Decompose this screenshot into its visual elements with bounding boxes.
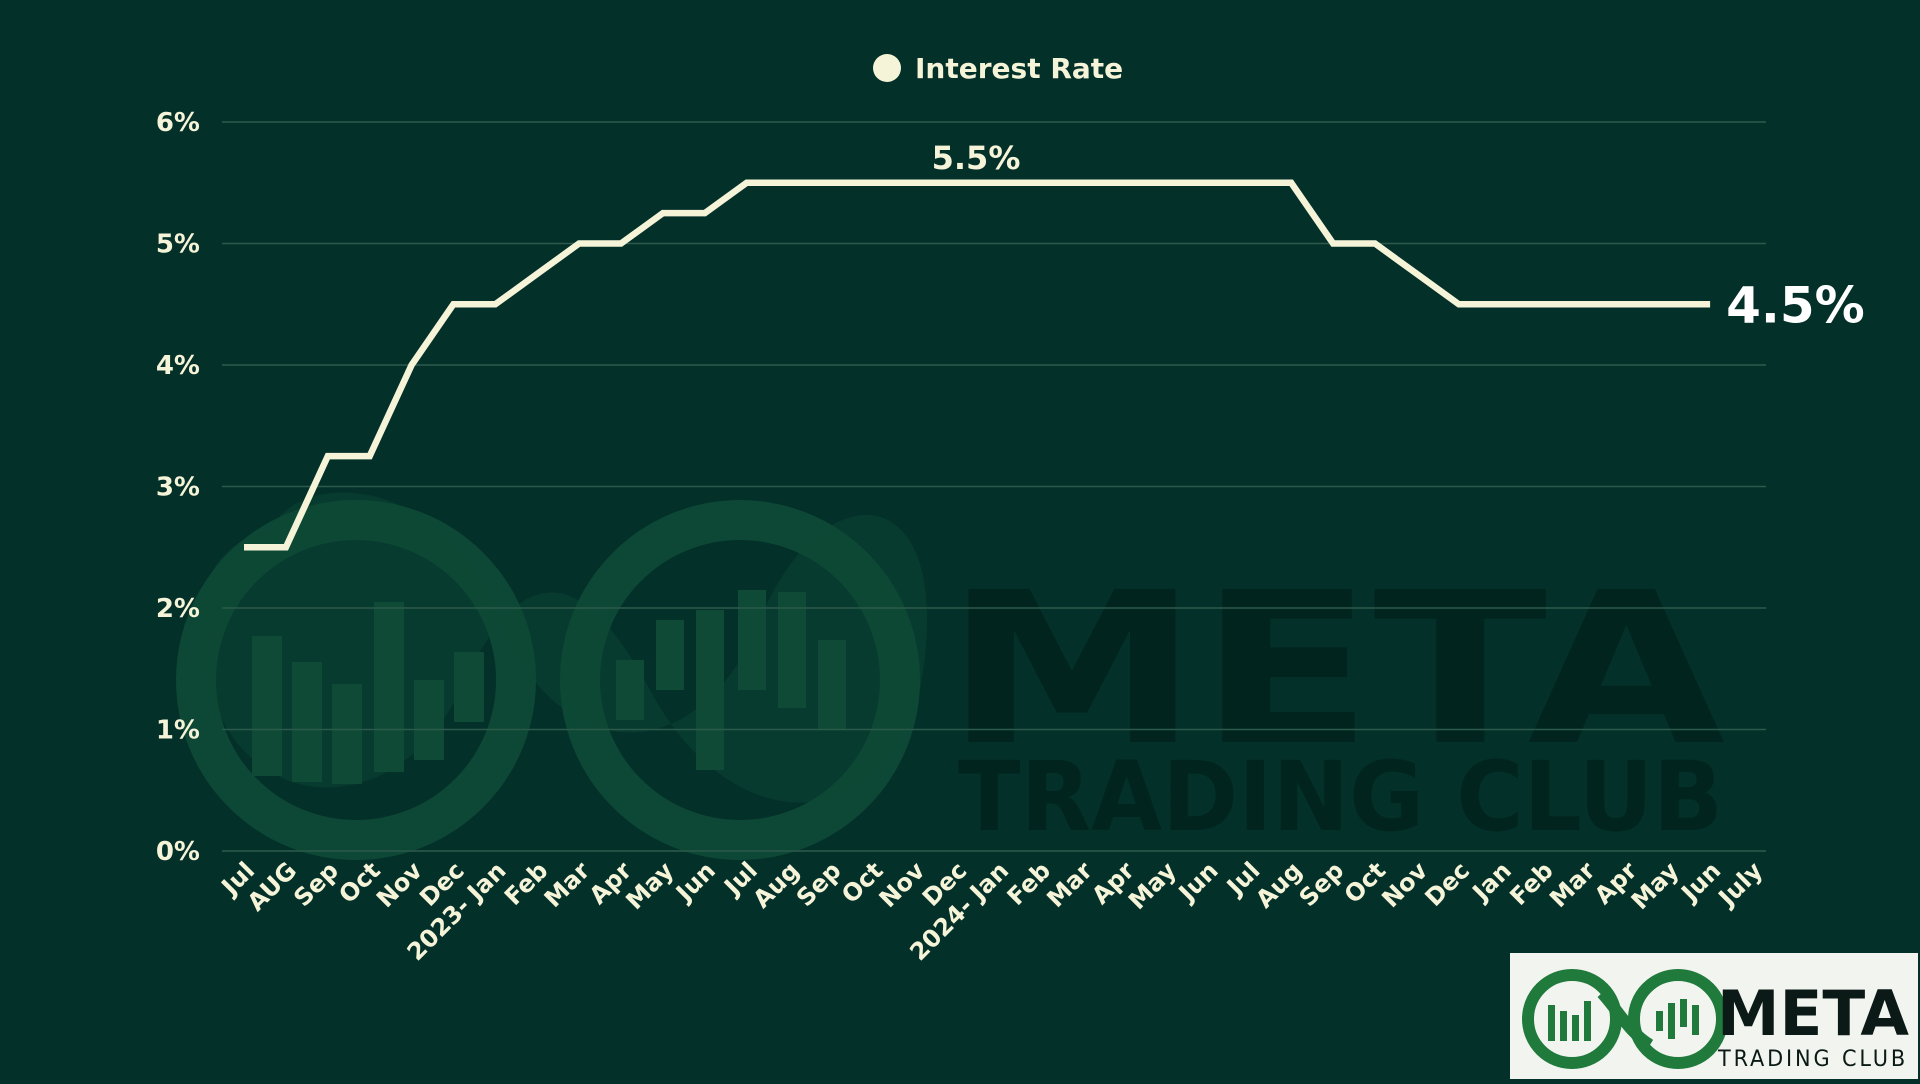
- x-tick-label: Aug: [748, 856, 805, 913]
- x-tick-label: Aug: [1250, 856, 1307, 913]
- x-tick-label: Mar: [1544, 856, 1601, 913]
- x-tick-label: May: [1123, 856, 1182, 915]
- x-tick-label: Nov: [1376, 856, 1433, 913]
- watermark-left-ring-icon: [176, 500, 536, 860]
- watermark-right-ring-icon: [560, 500, 920, 860]
- annotation-label: 4.5%: [1726, 276, 1865, 334]
- logo-word: META: [1717, 977, 1909, 1050]
- x-tick-label: Sep: [791, 856, 847, 912]
- logo-infinity-icon: [1597, 988, 1654, 1051]
- y-tick-label: 3%: [156, 473, 200, 503]
- annotation-label: 5.5%: [932, 139, 1021, 177]
- series-line-0: [244, 179, 1711, 551]
- x-tick-label: Dec: [1420, 856, 1475, 911]
- x-tick-label: July: [1712, 856, 1769, 913]
- x-tick-label: Jun: [1675, 856, 1727, 908]
- brand-logo: META TRADING CLUB: [1522, 969, 1909, 1072]
- annotations: 5.5% 4.5%: [932, 139, 1865, 335]
- watermark-subtitle: TRADING CLUB: [958, 741, 1723, 853]
- x-tick-label: Feb: [1504, 856, 1558, 910]
- brand-logo-box: META TRADING CLUB: [1510, 953, 1918, 1079]
- legend-label: Interest Rate: [915, 52, 1123, 85]
- x-tick-label: Jun: [669, 856, 721, 908]
- x-tick-label: Mar: [539, 856, 596, 913]
- x-tick-label: Feb: [1002, 856, 1056, 910]
- logo-right-ring-icon: [1628, 969, 1728, 1069]
- y-tick-label: 4%: [156, 351, 200, 381]
- x-tick-label: Mar: [1042, 856, 1099, 913]
- x-tick-label: Feb: [499, 856, 553, 910]
- x-tick-label: Sep: [288, 856, 344, 912]
- watermark-word: META: [945, 547, 1725, 792]
- x-tick-label: Jan: [1466, 856, 1517, 907]
- y-tick-label: 2%: [156, 594, 200, 624]
- logo-bars-icon: [1548, 999, 1699, 1041]
- watermark-logo: META TRADING CLUB: [176, 492, 1725, 860]
- y-tick-label: 0%: [156, 837, 200, 867]
- y-axis-ticks: 0% 1% 2% 3% 4% 5% 6%: [156, 108, 200, 867]
- gridlines: [222, 121, 1766, 852]
- x-tick-label: Nov: [371, 856, 428, 913]
- y-tick-label: 1%: [156, 716, 200, 746]
- x-tick-label: May: [1626, 856, 1685, 915]
- x-tick-label: Sep: [1294, 856, 1350, 912]
- x-tick-label: Jun: [1172, 856, 1224, 908]
- legend-marker: [873, 54, 901, 82]
- x-tick-label: Nov: [874, 856, 931, 913]
- x-tick-label: May: [620, 856, 679, 915]
- y-tick-label: 6%: [156, 108, 200, 138]
- y-tick-label: 5%: [156, 230, 200, 260]
- watermark-bars-icon: [252, 590, 846, 784]
- logo-subtitle: TRADING CLUB: [1717, 1047, 1908, 1072]
- series-layer: [244, 179, 1711, 551]
- legend: Interest Rate: [873, 52, 1123, 85]
